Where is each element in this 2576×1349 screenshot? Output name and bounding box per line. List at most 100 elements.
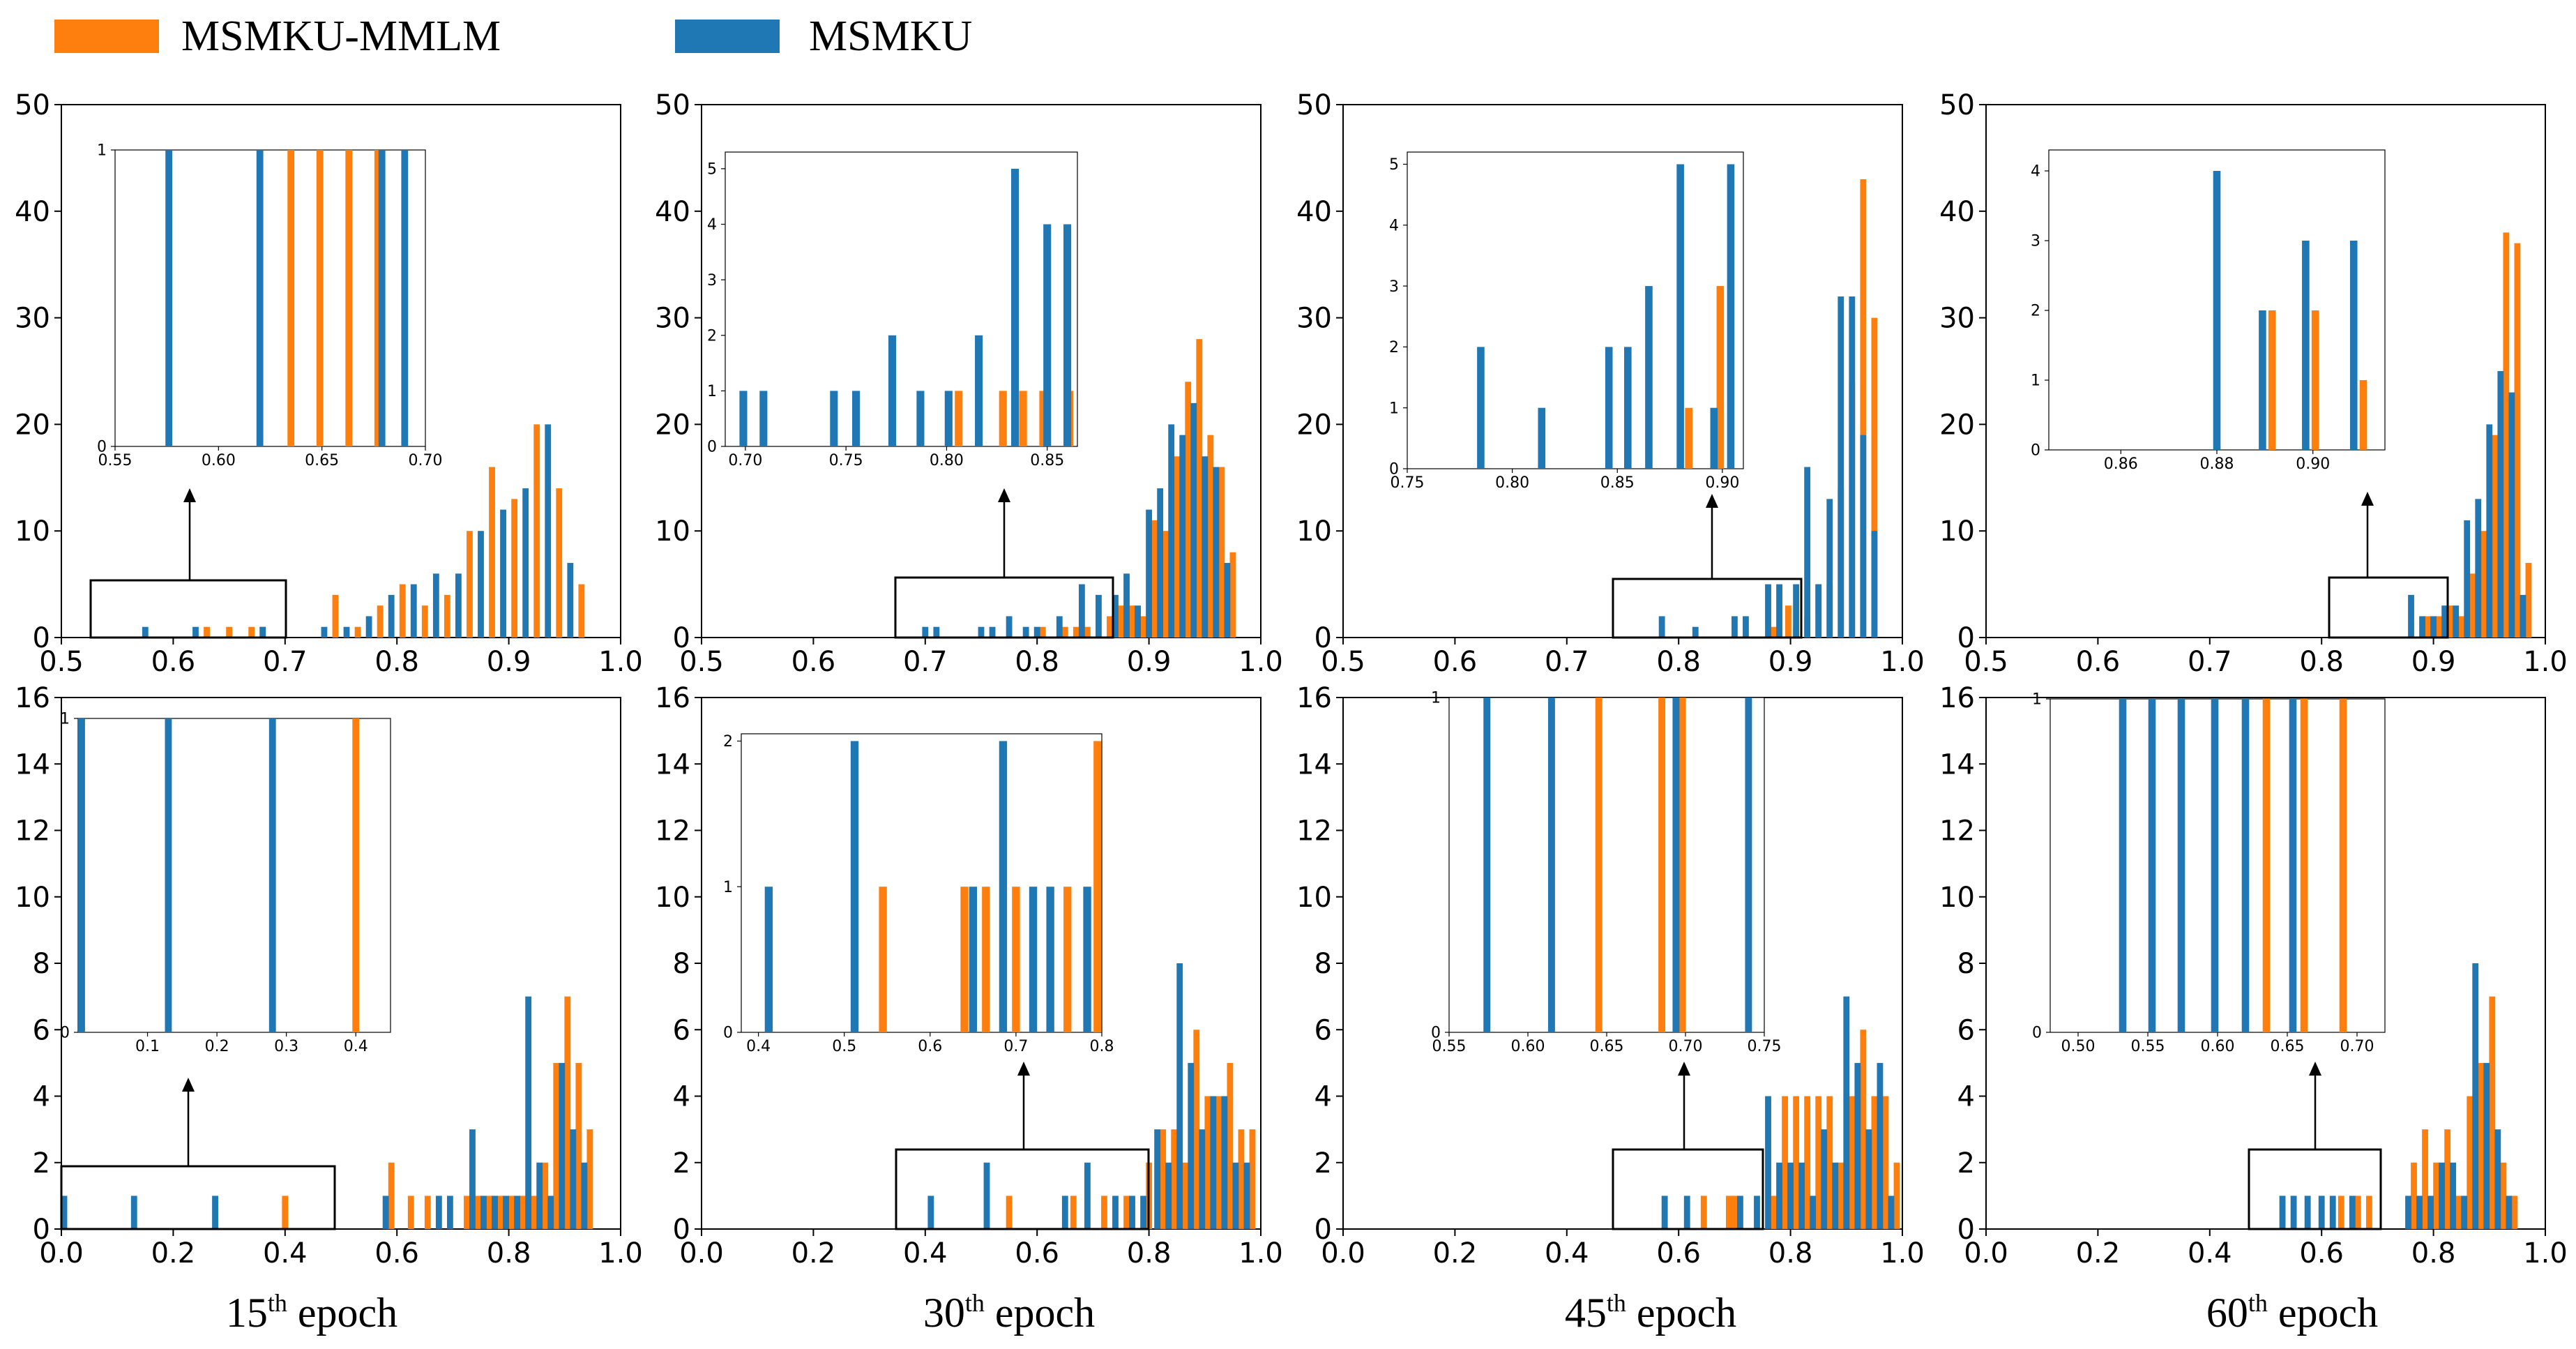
main-bar-msmku — [432, 573, 439, 638]
main-ytick-label: 16 — [15, 682, 50, 714]
inset-bar-msmku-mmlm — [1063, 887, 1072, 1032]
main-bar-msmku — [1871, 531, 1878, 638]
main-ytick-label: 10 — [15, 515, 50, 548]
inset-bar-msmku-mmlm — [960, 887, 969, 1032]
main-bar-msmku-mmlm — [1725, 1196, 1732, 1229]
inset-xtick-label: 0.60 — [2201, 1038, 2235, 1055]
main-ytick-label: 14 — [1939, 748, 1975, 781]
inset-bar-msmku-mmlm — [879, 887, 887, 1032]
inset-xtick-label: 0.3 — [274, 1038, 298, 1055]
main-bar-msmku-mmlm — [226, 626, 233, 638]
main-xtick-label: 0.8 — [1015, 646, 1059, 678]
main-xtick-label: 0.4 — [1545, 1237, 1589, 1269]
inset-plot: 0.55 0.60 0.65 0.70 0.75 0 1 — [1431, 690, 1781, 1055]
main-bar-msmku — [1157, 488, 1164, 638]
main-bar-msmku-mmlm — [1218, 467, 1225, 638]
main-ytick-label: 16 — [1939, 682, 1975, 714]
main-ytick-label: 50 — [15, 89, 50, 121]
inset-ytick-label: 1 — [707, 383, 717, 400]
inset-ytick-label: 0 — [723, 1025, 733, 1042]
inset-ytick-label: 4 — [2031, 163, 2040, 181]
main-bar-msmku — [192, 626, 199, 638]
main-bar-msmku — [1078, 584, 1085, 638]
inset-xtick-label: 0.55 — [1432, 1038, 1467, 1055]
main-bar-msmku-mmlm — [553, 1062, 560, 1229]
main-xtick-label: 0.8 — [374, 646, 419, 678]
main-bar-msmku-mmlm — [399, 584, 406, 638]
main-bar-msmku — [2475, 499, 2482, 638]
inset-plot: 0.70 0.75 0.80 0.85 0 1 2 3 4 5 — [707, 151, 1078, 469]
main-ytick-label: 0 — [1957, 622, 1975, 654]
inset-xtick-label: 0.8 — [1090, 1038, 1114, 1055]
inset-xtick-label: 0.80 — [930, 452, 964, 469]
main-bar-msmku — [1787, 1162, 1794, 1229]
main-xtick-label: 0.6 — [374, 1237, 419, 1269]
main-bar-msmku-mmlm — [1118, 605, 1124, 638]
main-bar-msmku — [130, 1196, 137, 1229]
main-xtick-label: 0.5 — [1964, 646, 2008, 678]
main-bar-msmku — [1096, 594, 1102, 638]
inset-bar-msmku-mmlm — [2359, 380, 2367, 450]
inset-bar-msmku — [78, 718, 85, 1032]
main-bar-msmku — [1140, 1196, 1146, 1229]
main-bar-msmku-mmlm — [1771, 1196, 1777, 1229]
inset-bar-msmku-mmlm — [287, 150, 295, 446]
inset-bar-msmku — [999, 741, 1008, 1032]
main-ytick-label: 50 — [1296, 89, 1332, 121]
main-bar-msmku — [1221, 1096, 1228, 1229]
inset-ytick-label: 3 — [1389, 278, 1399, 296]
main-bar-msmku — [2430, 616, 2437, 638]
main-xtick-label: 0.2 — [1433, 1237, 1478, 1269]
inset-bar-msmku-mmlm — [955, 391, 963, 446]
main-bar-msmku — [581, 1162, 588, 1229]
main-xtick-label: 0.0 — [679, 1237, 724, 1269]
main-ytick-label: 12 — [1296, 815, 1332, 847]
inset-bar-msmku — [975, 335, 983, 446]
main-xtick-label: 0.8 — [1768, 1237, 1813, 1269]
main-bar-msmku-mmlm — [1196, 339, 1203, 638]
main-ytick-label: 0 — [673, 1214, 690, 1246]
main-ytick-label: 40 — [1296, 196, 1332, 228]
main-xtick-label: 1.0 — [1238, 646, 1283, 678]
main-bar-msmku-mmlm — [1849, 1096, 1856, 1229]
main-ytick-label: 8 — [33, 948, 50, 980]
main-ytick-label: 6 — [1314, 1014, 1332, 1046]
main-bar-msmku — [1168, 424, 1175, 638]
main-bar-msmku-mmlm — [1084, 626, 1091, 638]
caption-60th-epoch: 60th epoch — [2206, 1289, 2378, 1336]
main-ytick-label: 10 — [1296, 515, 1332, 548]
zoom-region-box — [1612, 1148, 1764, 1230]
inset-bar-msmku — [852, 391, 861, 446]
main-bar-msmku-mmlm — [586, 1129, 593, 1229]
zoom-arrow-head — [1706, 494, 1718, 508]
main-bar-msmku — [1692, 626, 1699, 638]
main-bar-msmku-mmlm — [556, 488, 563, 638]
main-bar-msmku-mmlm — [1006, 1196, 1013, 1229]
inset-xtick-label: 0.1 — [135, 1038, 160, 1055]
main-bar-msmku — [933, 626, 940, 638]
inset-xtick-label: 0.90 — [2296, 455, 2330, 473]
inset-bar-msmku — [1010, 168, 1020, 447]
inset-bar-msmku-mmlm — [1685, 407, 1692, 469]
inset-bar-msmku — [1727, 164, 1735, 469]
main-ytick-label: 0 — [673, 622, 690, 654]
main-ytick-label: 2 — [33, 1147, 50, 1180]
main-bar-msmku — [1154, 1129, 1161, 1229]
inset-ytick-label: 1 — [2031, 372, 2040, 390]
zoom-arrow-head — [998, 488, 1010, 502]
main-bar-msmku-mmlm — [1893, 1162, 1900, 1229]
main-bar-msmku-mmlm — [282, 1196, 289, 1229]
zoom-region-box — [2328, 576, 2449, 639]
inset-xtick-label: 0.85 — [1600, 474, 1635, 492]
inset-bar-msmku — [401, 150, 409, 446]
inset-bar-msmku — [2289, 699, 2297, 1032]
inset-bar-msmku — [2241, 699, 2250, 1032]
main-bar-msmku-mmlm — [578, 584, 585, 638]
main-bar-msmku-mmlm — [1229, 552, 1236, 638]
main-bar-msmku-mmlm — [2425, 616, 2431, 638]
main-xtick-label: 0.8 — [2299, 646, 2344, 678]
main-bar-msmku-mmlm — [2447, 605, 2454, 638]
main-bar-msmku-mmlm — [1204, 1096, 1211, 1229]
inset-bar-msmku-mmlm — [1679, 698, 1686, 1032]
